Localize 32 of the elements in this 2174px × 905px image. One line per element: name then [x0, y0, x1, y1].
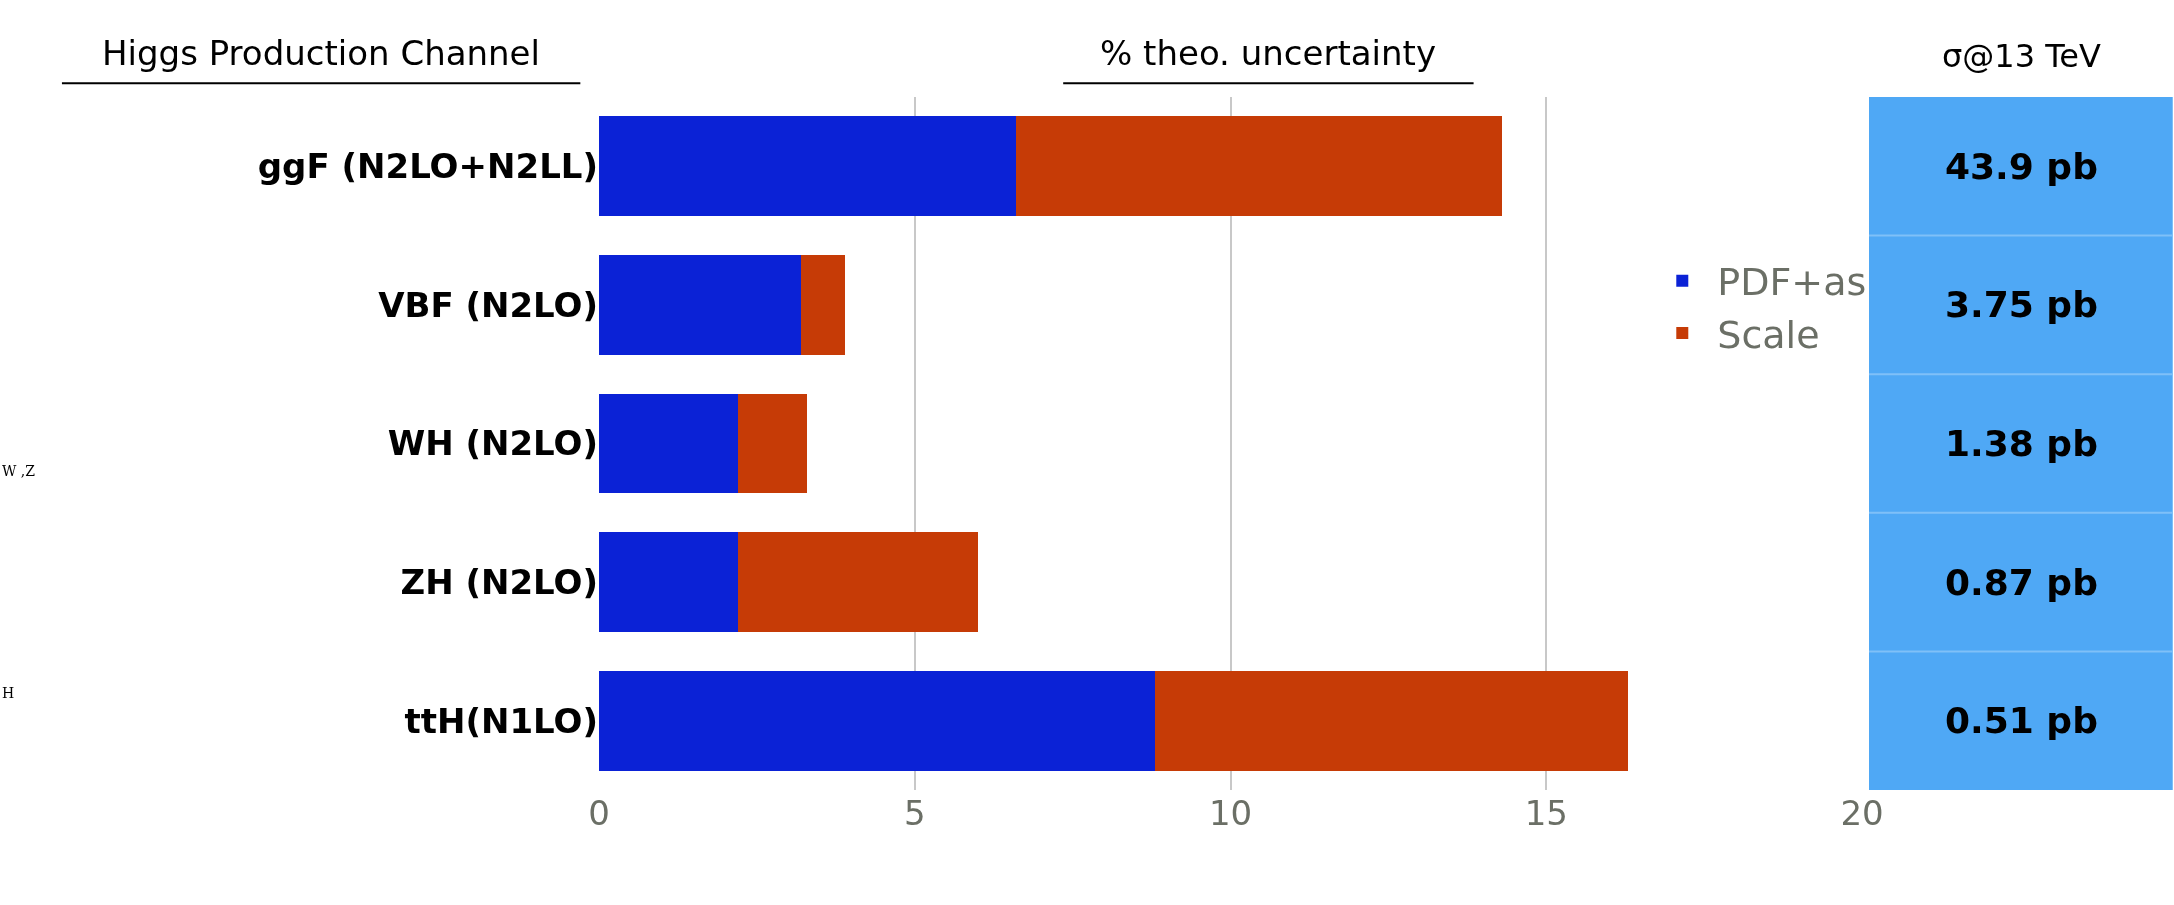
- bar: [599, 393, 738, 494]
- bar: [1154, 670, 1629, 771]
- text: W ,Z: [2, 463, 36, 479]
- x-tick-label: 5: [903, 793, 926, 833]
- text: 43.9 pb: [1945, 146, 2098, 187]
- bar: [737, 393, 808, 494]
- x-tick-label: 0: [588, 793, 610, 833]
- bar: [599, 255, 802, 355]
- x-tick-label: 10: [1208, 793, 1253, 833]
- x-tick-label: 15: [1524, 793, 1568, 833]
- legend-label: PDF+as: [1717, 260, 1867, 305]
- bar: [599, 532, 738, 632]
- y-axis-title: Higgs Production Channel: [102, 33, 540, 73]
- text: σ@13 TeV: [1942, 37, 2101, 75]
- text: 1.38 pb: [1945, 423, 2098, 464]
- chart-title: % theo. uncertainty: [1100, 33, 1437, 73]
- text: 0.51 pb: [1945, 700, 2098, 741]
- bar: [737, 532, 978, 632]
- text: 3.75 pb: [1945, 284, 2098, 325]
- bar: [599, 116, 1016, 217]
- y-tick-label: ZH (N2LO): [400, 562, 598, 602]
- y-tick-label: WH (N2LO): [387, 423, 598, 464]
- bar: [1015, 116, 1503, 217]
- text: 0.87 pb: [1945, 562, 2098, 603]
- legend-label: Scale: [1717, 312, 1820, 357]
- y-tick-label: VBF (N2LO): [378, 284, 598, 325]
- bar: [599, 670, 1155, 771]
- x-tick-label: 20: [1840, 793, 1884, 833]
- y-tick-label: ttH(N1LO): [404, 700, 598, 741]
- y-tick-label: ggF (N2LO+N2LL): [257, 146, 598, 187]
- bar: [801, 255, 846, 355]
- text: H: [2, 685, 15, 701]
